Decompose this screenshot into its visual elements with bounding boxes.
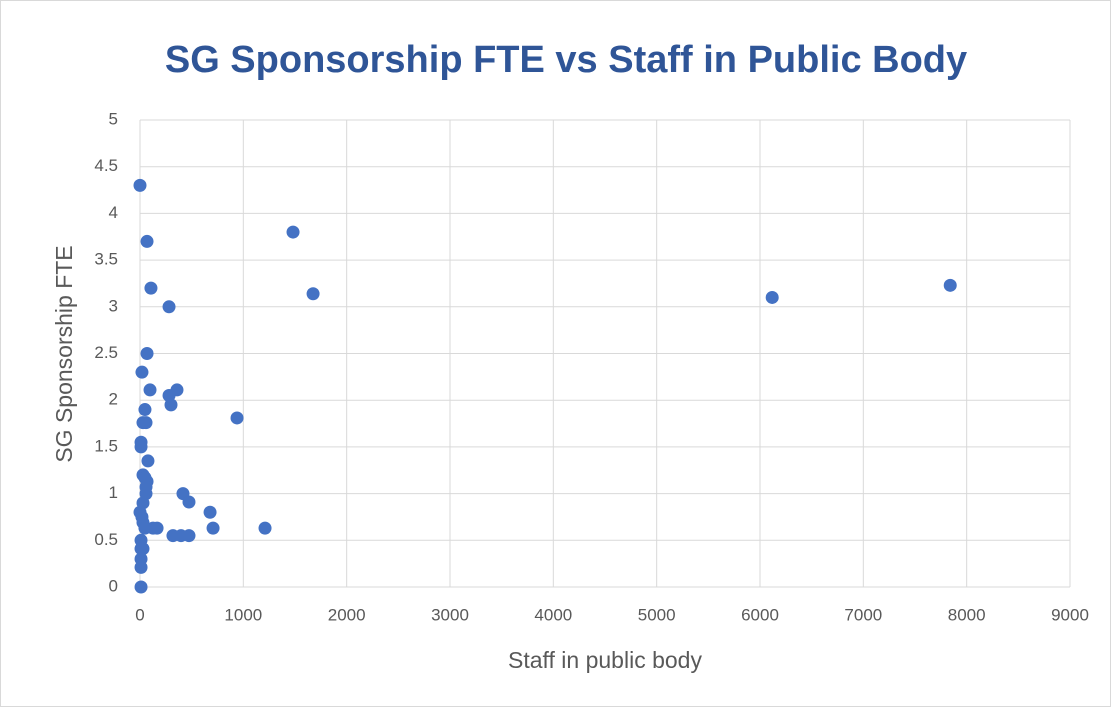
y-tick-label: 1 (109, 483, 118, 502)
y-axis-label: SG Sponsorship FTE (51, 245, 77, 462)
point (140, 234, 154, 248)
chart-title: SG Sponsorship FTE vs Staff in Public Bo… (165, 39, 967, 81)
point (133, 178, 147, 192)
x-tick-label: 7000 (844, 605, 882, 624)
x-tick-label: 4000 (534, 605, 572, 624)
x-tick-label: 8000 (948, 605, 986, 624)
point (134, 560, 148, 574)
y-tick-label: 0.5 (94, 530, 118, 549)
x-tick-label: 9000 (1051, 605, 1089, 624)
point (306, 287, 320, 301)
point (150, 521, 164, 535)
point (162, 300, 176, 314)
point (203, 505, 217, 519)
point (134, 580, 148, 594)
point (135, 365, 149, 379)
point (138, 403, 152, 417)
y-tick-label: 5 (109, 109, 118, 128)
point (206, 521, 220, 535)
point (134, 440, 148, 454)
x-tick-label: 6000 (741, 605, 779, 624)
point (141, 454, 155, 468)
point (230, 411, 244, 425)
y-tick-label: 0 (109, 576, 118, 595)
y-tick-label: 4.5 (94, 156, 118, 175)
point (140, 347, 154, 360)
point (182, 529, 196, 543)
point (182, 495, 196, 509)
point (286, 225, 300, 239)
y-tick-label: 1.5 (94, 436, 118, 455)
x-axis-label: Staff in public body (508, 647, 702, 673)
y-tick-label: 3.5 (94, 250, 118, 269)
point (164, 398, 178, 412)
point (258, 521, 272, 535)
point (139, 416, 153, 430)
y-tick-label: 2 (109, 390, 118, 409)
y-tick-label: 3 (109, 296, 118, 315)
y-tick-label: 4 (109, 203, 118, 222)
x-tick-label: 5000 (638, 605, 676, 624)
point (134, 542, 148, 556)
point (765, 290, 779, 304)
x-tick-label: 2000 (328, 605, 366, 624)
x-tick-label: 3000 (431, 605, 469, 624)
x-tick-label: 0 (135, 605, 144, 624)
y-tick-label: 2.5 (94, 343, 118, 362)
point (144, 281, 158, 295)
point (143, 383, 157, 397)
point (943, 278, 957, 292)
x-tick-label: 1000 (224, 605, 262, 624)
